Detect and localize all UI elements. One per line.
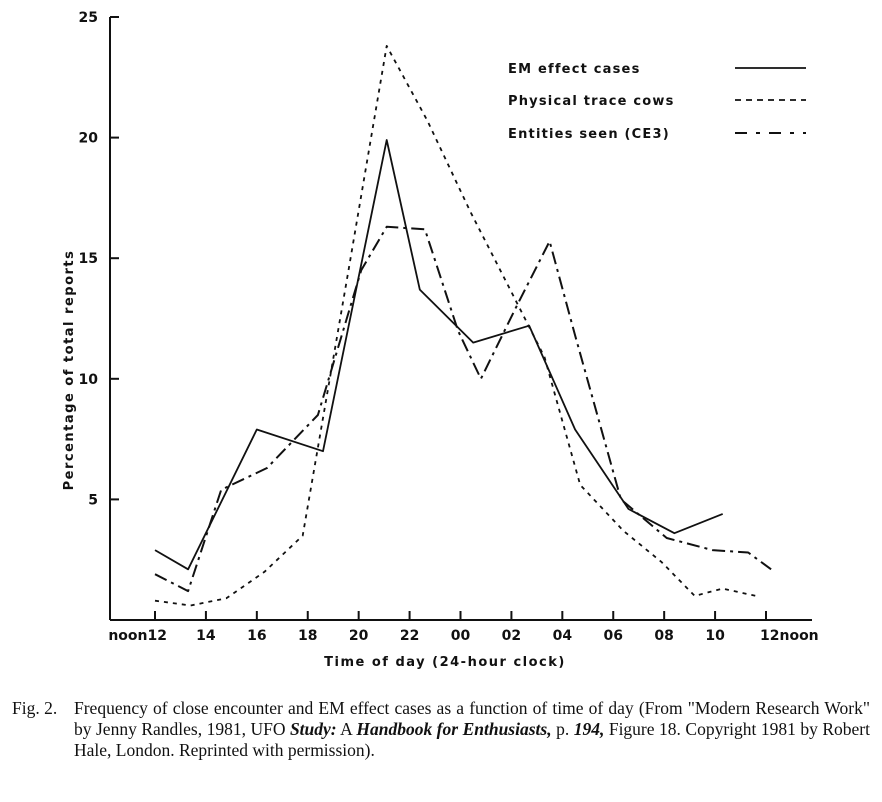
y-tick-label: 5 [88, 492, 98, 508]
figure-caption: Fig. 2. Frequency of close encounter and … [12, 698, 874, 761]
series-line-entities-seen-ce3 [154, 225, 772, 593]
x-tick-label: noon12 [108, 628, 167, 644]
x-tick-label: 04 [553, 628, 573, 644]
y-tick-label: 15 [79, 251, 98, 267]
caption-title-italic: Study: [289, 719, 337, 739]
caption-label: Fig. 2. [12, 698, 58, 718]
y-axis-title: Percentage of total reports [62, 250, 77, 491]
line-chart: 5 10 15 20 25 noon12 14 16 18 20 22 00 02 04 06 08 10 12… [62, 10, 819, 670]
caption-text: Frequency of close encounter and EM effe… [74, 698, 870, 739]
y-tick-label: 10 [79, 372, 99, 388]
x-axis-title: Time of day (24-hour clock) [324, 655, 566, 670]
x-tick-label: 02 [502, 628, 521, 644]
x-tick-label: 08 [654, 628, 673, 644]
x-tick-label: 10 [705, 628, 725, 644]
legend-label-em-effect-cases: EM effect cases [508, 62, 641, 77]
caption-text: A [336, 719, 357, 739]
x-tick-label: 22 [400, 628, 419, 644]
series-line-em-effect-cases [154, 139, 724, 571]
caption-text: Figure 18. Copyright 1981 by Robert Hale… [74, 719, 870, 760]
y-ticks: 5 10 15 20 25 [79, 10, 119, 508]
x-tick-label: 00 [451, 628, 471, 644]
caption-page-italic: 194, [573, 719, 605, 739]
x-ticks: noon12 14 16 18 20 22 00 02 04 06 08 10 12noon [108, 611, 819, 644]
x-tick-label: 14 [196, 628, 216, 644]
legend-label-physical-trace-cows: Physical trace cows [508, 94, 675, 109]
x-tick-label: 18 [298, 628, 317, 644]
x-tick-label: 12noon [760, 628, 819, 644]
caption-title-italic: Handbook for Enthusiasts, [356, 719, 552, 739]
x-tick-label: 06 [604, 628, 623, 644]
series-layer [154, 45, 772, 607]
legend-label-entities-seen-ce3: Entities seen (CE3) [508, 127, 670, 142]
y-tick-label: 25 [79, 10, 98, 26]
caption-body: Frequency of close encounter and EM effe… [74, 698, 870, 761]
y-tick-label: 20 [79, 131, 99, 147]
series-line-physical-trace-cows [154, 45, 756, 607]
caption-text: p. [551, 719, 574, 739]
x-tick-label: 20 [349, 628, 369, 644]
x-tick-label: 16 [247, 628, 266, 644]
legend: EM effect cases Physical trace cows Entiti… [508, 62, 806, 142]
